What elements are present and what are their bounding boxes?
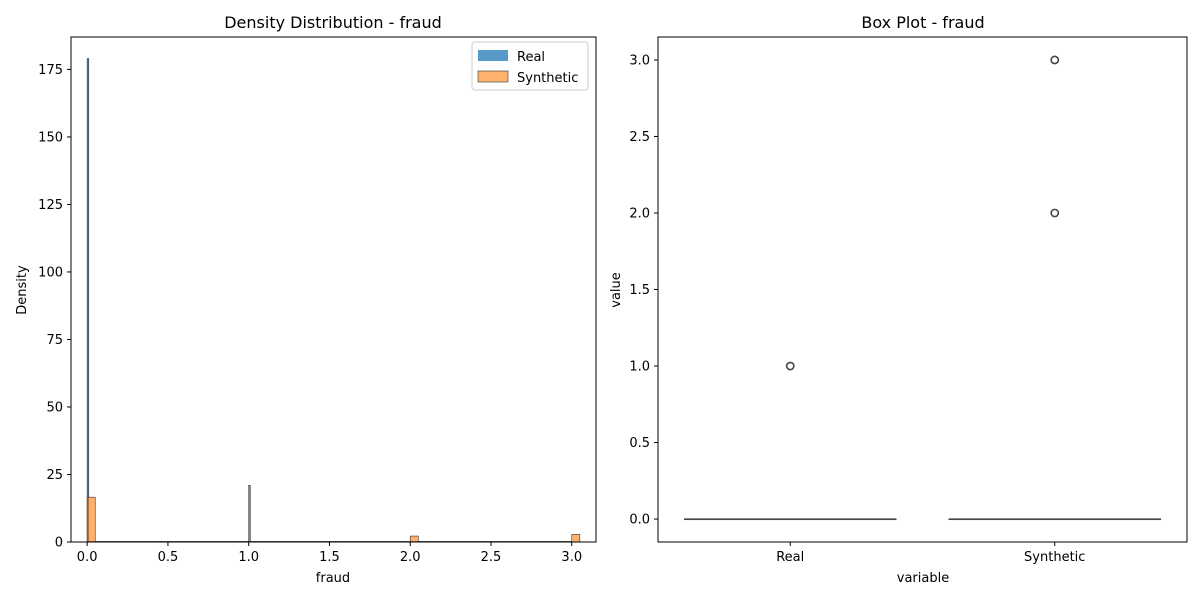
histogram-ytick-label: 125 [38, 198, 63, 213]
boxplot-ytick-label: 2.0 [629, 206, 650, 221]
histogram-xtick-label: 0.5 [158, 550, 179, 565]
histogram-ytick-label: 150 [38, 130, 63, 145]
boxplot-xtick-label: Synthetic [1024, 550, 1085, 565]
histogram-ytick-label: 175 [38, 63, 63, 78]
histogram-bar-synthetic-0 [86, 496, 96, 543]
histogram-bar-synthetic-1 [409, 535, 419, 543]
boxplot-ytick-label: 3.0 [629, 53, 650, 68]
boxplot-xlabel: variable [897, 571, 949, 586]
histogram-xtick-label: 1.5 [319, 550, 340, 565]
legend-swatch-synthetic [477, 70, 509, 83]
histogram-ytick-label: 100 [38, 265, 63, 280]
boxplot-title: Box Plot - fraud [861, 13, 984, 32]
boxplot-ytick-label: 0.5 [629, 436, 650, 451]
legend-label-real: Real [517, 50, 545, 65]
boxplot-ylabel: value [609, 272, 624, 308]
histogram-title: Density Distribution - fraud [224, 13, 442, 32]
histogram-axes-frame [70, 36, 597, 543]
histogram-xtick-label: 2.5 [481, 550, 502, 565]
boxplot-ytick-label: 1.5 [629, 283, 650, 298]
histogram-ytick-label: 75 [46, 333, 63, 348]
histogram-xtick-label: 2.0 [400, 550, 421, 565]
histogram-xtick-label: 0.0 [77, 550, 98, 565]
boxplot-panel: Box Plot - fraud variable value Real Synt… [609, 13, 1188, 586]
histogram-bar-synthetic-2 [571, 534, 581, 543]
boxplot-xtick-label: Real [776, 550, 804, 565]
boxplot-axes-frame [657, 36, 1188, 543]
box-outlier-synthetic-0 [1050, 208, 1060, 218]
histogram-panel: Density Distribution - fraud fraud Densi… [15, 13, 597, 586]
legend: Real Synthetic [471, 41, 589, 91]
histogram-xtick-label: 3.0 [561, 550, 582, 565]
histogram-ytick-label: 0 [55, 536, 63, 551]
boxplot-ytick-label: 1.0 [629, 360, 650, 375]
legend-swatch-real [478, 50, 508, 61]
histogram-bar-real-1 [248, 484, 251, 543]
histogram-ytick-label: 25 [46, 468, 63, 483]
boxplot-ytick-label: 0.0 [629, 513, 650, 528]
histogram-xtick-label: 1.0 [238, 550, 259, 565]
boxplot-ytick-label: 2.5 [629, 130, 650, 145]
histogram-xlabel: fraud [316, 571, 350, 586]
histogram-bar-real-0 [86, 58, 90, 543]
legend-label-synthetic: Synthetic [517, 71, 578, 86]
box-outlier-synthetic-1 [1050, 55, 1060, 65]
histogram-ylabel: Density [15, 265, 30, 315]
box-outlier-real-0 [785, 361, 795, 371]
histogram-ytick-label: 50 [46, 400, 63, 415]
